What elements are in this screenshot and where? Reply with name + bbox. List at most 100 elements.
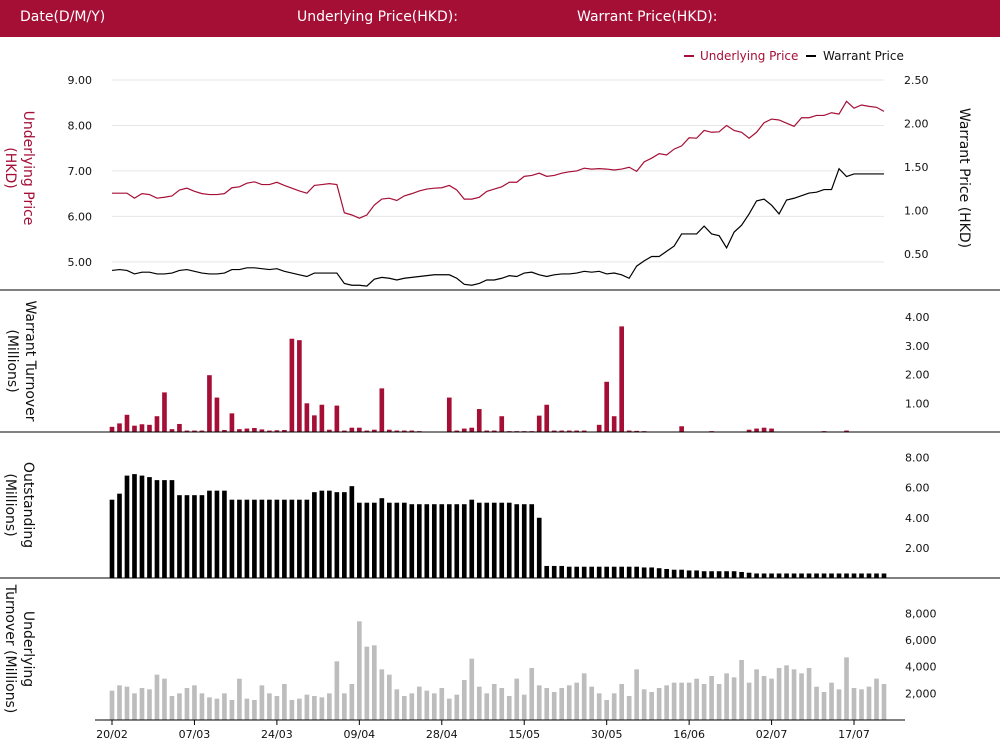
bar [222,693,227,720]
bar [784,665,789,720]
bar [139,688,145,720]
bar [844,657,849,720]
bar [476,409,482,432]
y-axis-label-right: Warrant Price (HKD) [956,108,972,248]
bar [476,686,482,720]
bar [634,566,639,578]
bar [401,430,407,432]
bar [394,689,400,720]
y-tick-right: 1.00 [904,204,929,217]
bar [836,689,842,720]
bar [237,429,242,432]
bar [237,678,242,720]
underlying-price-label: Underlying Price(HKD): [297,9,458,25]
bar [686,682,692,720]
bar [297,698,302,720]
bar [342,492,347,578]
bar [431,504,437,578]
bar [372,502,377,578]
bar [184,430,190,432]
bar [214,397,220,432]
x-tick-label: 07/03 [179,728,211,741]
bar [821,573,827,578]
bar [154,480,160,578]
bar [409,504,415,578]
bar [297,340,302,432]
bar [626,696,632,720]
bar [589,686,595,720]
bar [551,565,557,578]
bar [484,430,490,432]
x-tick-label: 24/03 [261,728,293,741]
x-tick-label: 02/07 [756,728,788,741]
bar [177,495,182,578]
bar [761,427,767,432]
warrant-price-label: Warrant Price(HKD): [577,9,718,25]
bar [327,693,332,720]
bar [551,692,557,720]
bar [784,573,789,578]
bar [229,499,235,578]
bar [424,504,430,578]
bar [364,646,370,720]
bar [874,573,879,578]
bar [799,673,804,720]
bar [634,430,639,432]
bar [357,502,362,578]
bar [162,392,167,432]
bar [739,571,744,578]
bar [521,694,527,720]
bar [312,415,317,432]
bar [514,504,520,578]
bar [386,502,392,578]
bar [671,569,677,578]
x-tick-label: 17/07 [838,728,870,741]
header-bar: Date(D/M/Y) Underlying Price(HKD): Warra… [0,0,1000,37]
x-tick-label: 30/05 [591,728,623,741]
bar [454,694,460,720]
y-axis-label-left: Underlying Price(HKD) [2,111,36,226]
bar [274,430,280,432]
bar [491,684,497,720]
bar [267,430,272,432]
bar [611,416,617,432]
bar [289,499,295,578]
y-tick: 6.00 [905,482,930,495]
bar [874,678,879,720]
bar [139,424,145,432]
bar [319,697,325,720]
legend: Underlying Price Warrant Price [684,49,904,63]
bar [806,573,812,578]
bar [124,686,130,720]
bar [776,573,782,578]
bar [484,502,490,578]
bar [304,499,310,578]
bar [334,405,340,432]
bar [604,700,610,720]
bar [207,697,212,720]
bar [379,669,385,720]
bar [446,504,452,578]
y-axis-label: Warrant Turnover(Millions) [4,300,38,421]
y-axis-label: Outstanding(Millions) [2,462,36,548]
bar [754,669,759,720]
bar [461,428,467,432]
bar [207,490,212,578]
x-tick-label: 15/05 [508,728,540,741]
bar [866,686,872,720]
bar [671,682,677,720]
bar [731,677,737,720]
bar [476,502,482,578]
bar [559,430,565,432]
bar [769,428,774,432]
bar [626,566,632,578]
bar [162,480,167,578]
bar [267,499,272,578]
bar [207,375,212,432]
bar [252,700,257,720]
bar [506,696,512,720]
bar [289,338,295,432]
bar [566,566,572,578]
bar [491,430,497,432]
